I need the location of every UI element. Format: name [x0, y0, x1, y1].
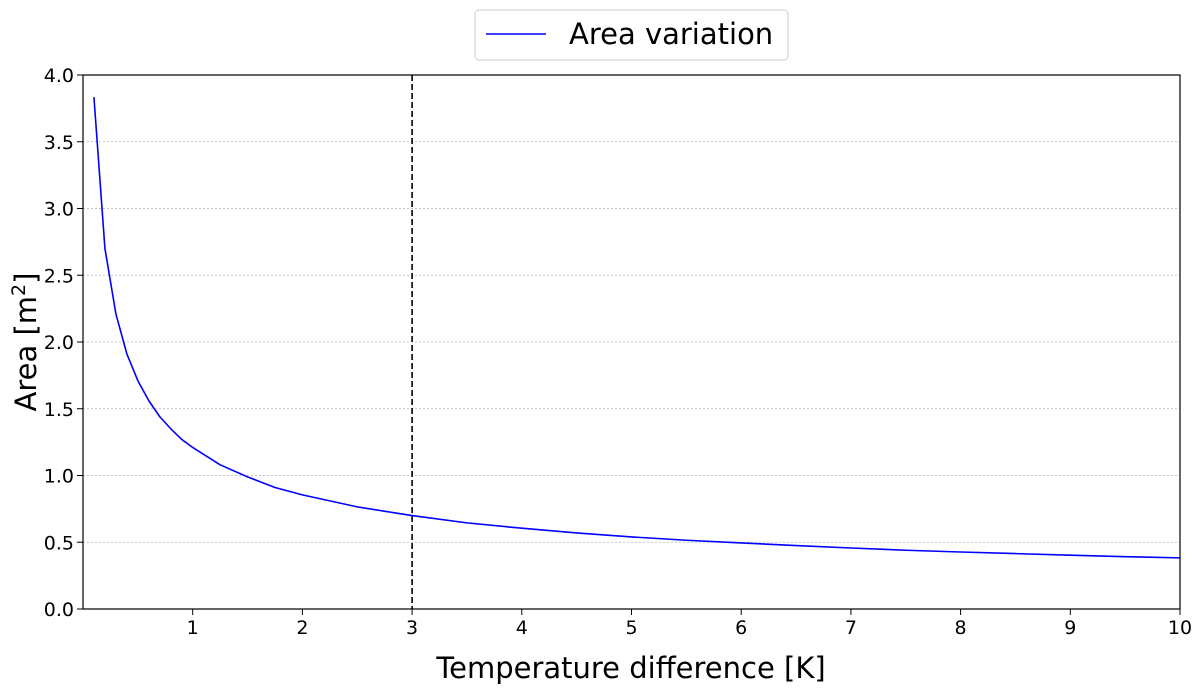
y-axis-title-superscript: 2	[8, 284, 30, 296]
y-tick-label: 0.0	[44, 599, 74, 621]
y-tick-label: 1.0	[44, 466, 74, 488]
x-tick-label: 6	[735, 617, 747, 639]
y-axis-ticks: 0.0 0.5 1.0 1.5 2.0 2.5 3.0 3.5 4.0	[44, 65, 83, 621]
grid-lines	[83, 141, 1180, 543]
y-tick-label: 4.0	[44, 65, 74, 87]
x-tick-label: 10	[1168, 617, 1192, 639]
series-line-area-variation	[93, 96, 1181, 559]
y-axis-title-main: Area [m	[9, 296, 43, 412]
x-tick-label: 5	[625, 617, 637, 639]
y-axis-title-end: ]	[9, 273, 43, 284]
x-axis-title: Temperature difference [K]	[435, 651, 825, 685]
y-tick-label: 3.0	[44, 199, 74, 221]
x-axis-ticks: 1 2 3 4 5 6 7 8 9 10	[187, 609, 1192, 639]
legend: Area variation	[474, 9, 789, 61]
x-tick-label: 7	[845, 617, 857, 639]
x-tick-label: 3	[406, 617, 418, 639]
legend-box	[474, 9, 789, 61]
x-tick-label: 2	[296, 617, 308, 639]
y-tick-label: 2.5	[44, 265, 74, 287]
x-tick-label: 8	[955, 617, 967, 639]
y-tick-label: 1.5	[44, 399, 74, 421]
x-tick-label: 1	[187, 617, 199, 639]
series-group	[93, 96, 1181, 559]
x-tick-label: 9	[1064, 617, 1076, 639]
y-tick-label: 0.5	[44, 532, 74, 554]
y-axis-title: Area [m2]	[8, 273, 43, 412]
y-tick-label: 3.5	[44, 132, 74, 154]
legend-label: Area variation	[569, 17, 773, 51]
x-tick-label: 4	[516, 617, 528, 639]
y-tick-label: 2.0	[44, 332, 74, 354]
